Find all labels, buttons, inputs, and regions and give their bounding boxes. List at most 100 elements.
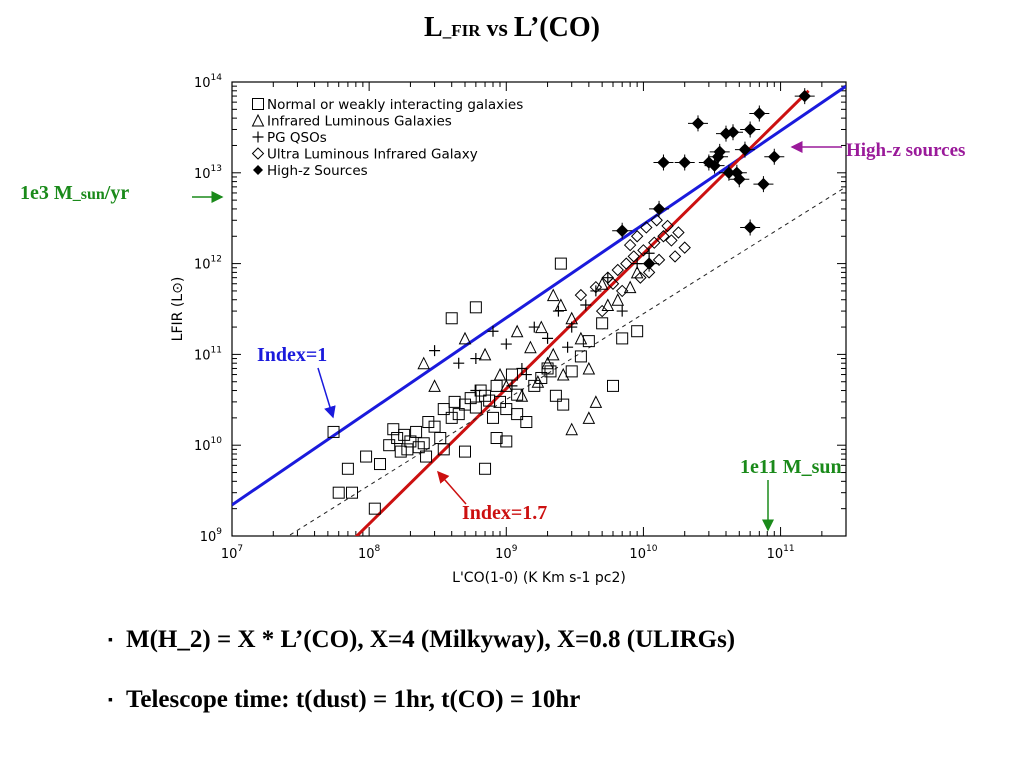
square-point: [511, 408, 524, 421]
title-rest: L’(CO): [513, 12, 600, 43]
triangle-point: [493, 367, 507, 381]
filled-diamond-point: [798, 89, 811, 103]
square-point: [448, 395, 461, 408]
square-point: [422, 416, 435, 429]
square-point: [383, 439, 396, 452]
square-point: [528, 379, 541, 392]
square-point: [500, 435, 513, 448]
plus-point: [566, 321, 578, 333]
triangle-point: [582, 361, 596, 375]
plus-point: [590, 285, 602, 297]
filled-diamond-point: [652, 202, 666, 216]
square-point: [490, 432, 503, 445]
filled-diamond-point: [743, 123, 757, 136]
triangle-point: [515, 389, 529, 402]
x-axis-label: L'CO(1-0) (K Km s-1 pc2): [452, 570, 626, 586]
x-tick-label: 109: [495, 544, 518, 562]
bullet-marker: ▪: [108, 693, 113, 709]
triangle-point: [478, 347, 492, 361]
filled-diamond-point: [711, 150, 725, 164]
filled-diamond-point: [642, 257, 656, 270]
triangle-point: [556, 367, 570, 381]
plus-point: [453, 357, 465, 369]
square-point: [565, 365, 578, 378]
plus-point: [602, 272, 614, 284]
square-point: [607, 379, 620, 392]
triangle-point: [595, 277, 609, 290]
plus-point: [506, 380, 518, 392]
triangle-point: [565, 422, 579, 436]
plus-point: [429, 345, 441, 357]
plus-point: [470, 385, 482, 397]
square-point: [412, 441, 425, 454]
diamond-point: [623, 238, 637, 252]
square-point: [332, 486, 345, 499]
filled-diamond-point: [768, 150, 781, 164]
square-point: [445, 411, 458, 424]
diamond-point: [668, 250, 682, 263]
sfr-annotation: 1e3 M_sun/yr: [20, 182, 129, 205]
square-point: [616, 332, 629, 345]
filled-diamond-point: [757, 177, 770, 191]
square-point: [549, 389, 562, 402]
square-point: [582, 335, 595, 348]
bullet-2: ▪ Telescope time: t(dust) = 1hr, t(CO) = …: [108, 686, 580, 714]
diamond-point: [652, 253, 666, 267]
triangle-point: [524, 340, 537, 354]
bullet-text: Telescope time: t(dust) = 1hr, t(CO) = 1…: [126, 686, 581, 713]
square-point: [420, 450, 433, 463]
square-point: [458, 445, 471, 458]
x-tick-label: 1010: [629, 544, 657, 562]
y-tick-label: 109: [200, 527, 223, 545]
filled-diamond-point: [726, 125, 740, 139]
square-point: [452, 408, 465, 421]
triangle-point: [582, 411, 596, 424]
index17-annotation: Index=1.7: [462, 502, 548, 524]
diamond-point: [678, 241, 691, 254]
triangle-point: [546, 288, 560, 302]
diamond-point: [627, 250, 640, 263]
legend-marker: [253, 165, 263, 175]
triangle-point: [546, 347, 560, 361]
square-point: [346, 486, 359, 499]
title-main: L: [424, 12, 443, 43]
scatter-chart: 107 108 109 1010 1011 109 1010 1011 1012 1013 1014…: [170, 73, 847, 586]
square-point: [327, 425, 340, 438]
y-tick-label: 1010: [194, 436, 222, 454]
diamond-point: [595, 304, 609, 318]
index17-arrow: [437, 470, 467, 505]
diamond-point: [642, 266, 656, 279]
filled-diamond-point: [678, 156, 691, 169]
plus-point: [500, 338, 512, 350]
square-point: [505, 368, 518, 381]
triangle-point: [417, 356, 431, 370]
y-tick-label: 1014: [194, 73, 222, 91]
square-point: [437, 403, 450, 416]
slide-title: L_FIR vs L’(CO): [0, 12, 1024, 44]
plus-point: [616, 305, 628, 317]
square-point: [574, 350, 587, 363]
legend-label: Infrared Luminous Galaxies: [267, 114, 452, 130]
y-axis-label: LFIR (L⊙): [170, 277, 186, 342]
triangle-point: [574, 331, 588, 345]
square-point: [437, 443, 450, 456]
y-tick-label: 1011: [194, 345, 222, 363]
legend-label: Ultra Luminous Infrared Galaxy: [267, 147, 478, 163]
highz-annotation: High-z sources: [846, 140, 966, 161]
bullet-1: ▪ M(H_2) = X * L’(CO), X=4 (Milkyway), X=…: [108, 626, 735, 654]
square-point: [596, 317, 609, 330]
square-point: [368, 502, 381, 515]
diamond-point: [648, 236, 661, 249]
diamond-point: [630, 230, 644, 243]
legend-label: Normal or weakly interacting galaxies: [267, 97, 523, 113]
plus-point: [552, 305, 564, 317]
mass-annotation: 1e11 M_sun: [740, 456, 842, 478]
filled-diamond-point: [753, 107, 766, 120]
index1-arrow: [317, 367, 336, 419]
square-point: [520, 416, 533, 429]
plot-frame: [231, 81, 847, 537]
filled-diamond-point: [691, 117, 705, 130]
square-point: [341, 462, 354, 475]
square-point: [410, 425, 423, 438]
